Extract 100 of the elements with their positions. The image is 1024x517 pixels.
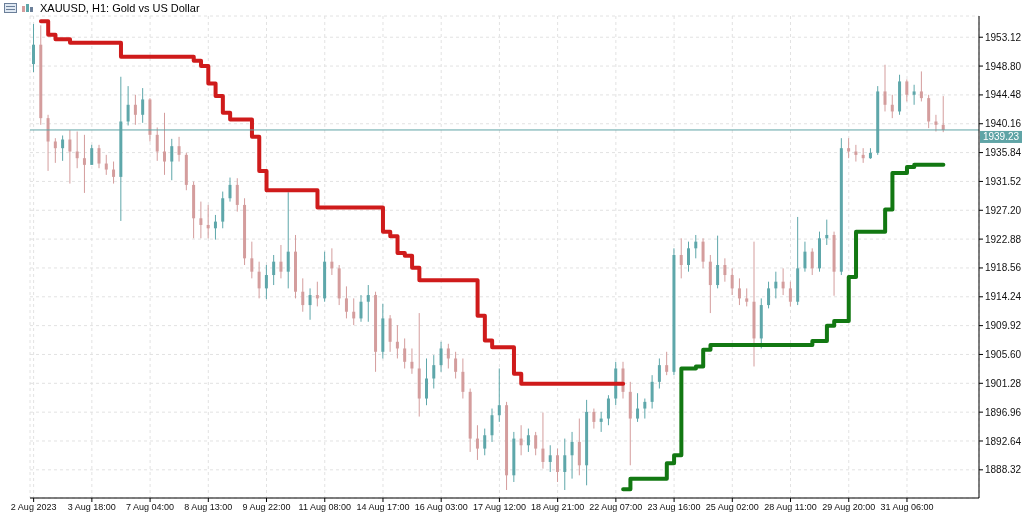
candlestick <box>359 294 363 323</box>
candlestick <box>163 112 166 176</box>
candlestick <box>112 161 116 185</box>
x-tick-label: 11 Aug 08:00 <box>298 502 351 513</box>
candlestick <box>592 408 596 430</box>
candlestick <box>570 431 574 480</box>
candlestick <box>788 281 792 307</box>
candlestick <box>490 408 494 443</box>
x-tick-label: 22 Aug 07:00 <box>589 502 643 513</box>
x-tick-label: 25 Aug 02:00 <box>705 502 759 513</box>
candlestick <box>577 418 581 476</box>
x-tick-label: 28 Aug 11:00 <box>764 502 817 513</box>
candlestick <box>657 357 661 390</box>
y-tick-label: 1953.12 <box>985 31 1022 43</box>
candlestick <box>213 214 217 241</box>
candlestick <box>352 297 356 326</box>
y-tick-label: 1944.48 <box>985 89 1022 101</box>
candlestick <box>454 351 458 379</box>
x-tick-label: 7 Aug 04:00 <box>126 502 175 513</box>
candlestick <box>206 204 210 239</box>
candlestick <box>534 431 538 456</box>
candlestick <box>155 126 159 162</box>
candlestick <box>825 219 829 246</box>
candlestick <box>228 177 232 203</box>
y-tick-label: 1888.32 <box>985 464 1022 476</box>
candlestick <box>810 247 814 276</box>
candlestick <box>141 87 145 124</box>
candlestick <box>854 144 858 163</box>
candlestick <box>927 94 931 129</box>
x-tick-label: 14 Aug 17:00 <box>356 502 410 513</box>
chart-title: XAUUSD, H1: Gold vs US Dollar <box>40 2 200 15</box>
candlestick <box>75 130 79 169</box>
candlestick <box>126 85 130 126</box>
candlestick <box>716 235 720 289</box>
candlestick <box>97 144 101 169</box>
y-tick-label: 1892.64 <box>985 435 1022 447</box>
candlestick <box>483 428 487 456</box>
candlestick <box>774 271 778 299</box>
candlestick <box>301 277 305 313</box>
candlestick <box>46 114 50 172</box>
candlestick <box>730 267 734 296</box>
x-tick-label: 16 Aug 03:00 <box>414 502 468 513</box>
candlestick <box>650 374 654 410</box>
x-tick-label: 31 Aug 06:00 <box>880 502 934 513</box>
x-tick-label: 9 Aug 22:00 <box>242 502 291 513</box>
candlestick <box>767 281 771 309</box>
candlestick <box>170 138 174 181</box>
x-tick-label: 18 Aug 21:00 <box>531 502 585 513</box>
candlestick <box>53 137 57 164</box>
candlestick <box>548 444 552 473</box>
candlestick <box>250 241 254 279</box>
candlestick <box>694 234 698 259</box>
y-tick-label: 1914.24 <box>985 291 1022 303</box>
candlestick <box>366 284 370 323</box>
candlestick <box>104 154 108 176</box>
candlestick <box>235 177 239 213</box>
candlestick <box>61 135 65 162</box>
candlestick <box>687 241 690 273</box>
candlestick <box>526 428 530 453</box>
x-tick-label: 8 Aug 13:00 <box>184 502 233 513</box>
candlestick <box>446 343 450 369</box>
candlestick <box>781 267 785 296</box>
candlestick <box>272 254 276 286</box>
y-tick-label: 1931.52 <box>985 175 1022 187</box>
candlestick <box>475 424 479 461</box>
candlestick <box>279 244 283 279</box>
candlestick <box>257 261 261 299</box>
x-tick-label: 23 Aug 16:00 <box>647 502 701 513</box>
candlestick <box>32 23 35 73</box>
candlestick <box>308 287 312 321</box>
candlestick <box>90 144 94 166</box>
y-tick-label: 1927.20 <box>985 204 1022 216</box>
candlestick <box>606 394 610 426</box>
y-tick-label: 1948.80 <box>985 60 1022 72</box>
candlestick <box>905 78 909 102</box>
ref-line-label: 1939.23 <box>982 131 1020 143</box>
y-tick-label: 1905.60 <box>985 349 1022 361</box>
candlestick <box>737 277 741 306</box>
candlestick <box>264 264 268 300</box>
candlestick <box>286 191 290 289</box>
candlestick <box>410 347 414 375</box>
y-tick-label: 1909.92 <box>985 320 1022 332</box>
candlestick <box>708 254 712 314</box>
candlestick <box>315 281 319 307</box>
candlestick <box>883 64 887 112</box>
candlestick <box>541 412 545 470</box>
candlestick <box>679 237 683 279</box>
x-tick-label: 17 Aug 12:00 <box>472 502 526 513</box>
candlestick <box>919 70 923 102</box>
candlestick <box>701 237 705 269</box>
y-tick-label: 1940.16 <box>985 118 1022 130</box>
y-tick-label: 1935.84 <box>985 147 1022 159</box>
candlestick <box>847 137 851 159</box>
candlestick <box>461 357 465 400</box>
candlestick <box>519 424 523 456</box>
y-tick-label: 1901.28 <box>985 377 1022 389</box>
candlestick <box>556 448 559 483</box>
candlestick <box>199 201 203 239</box>
candlestick <box>599 411 603 433</box>
candlestick <box>803 241 807 273</box>
